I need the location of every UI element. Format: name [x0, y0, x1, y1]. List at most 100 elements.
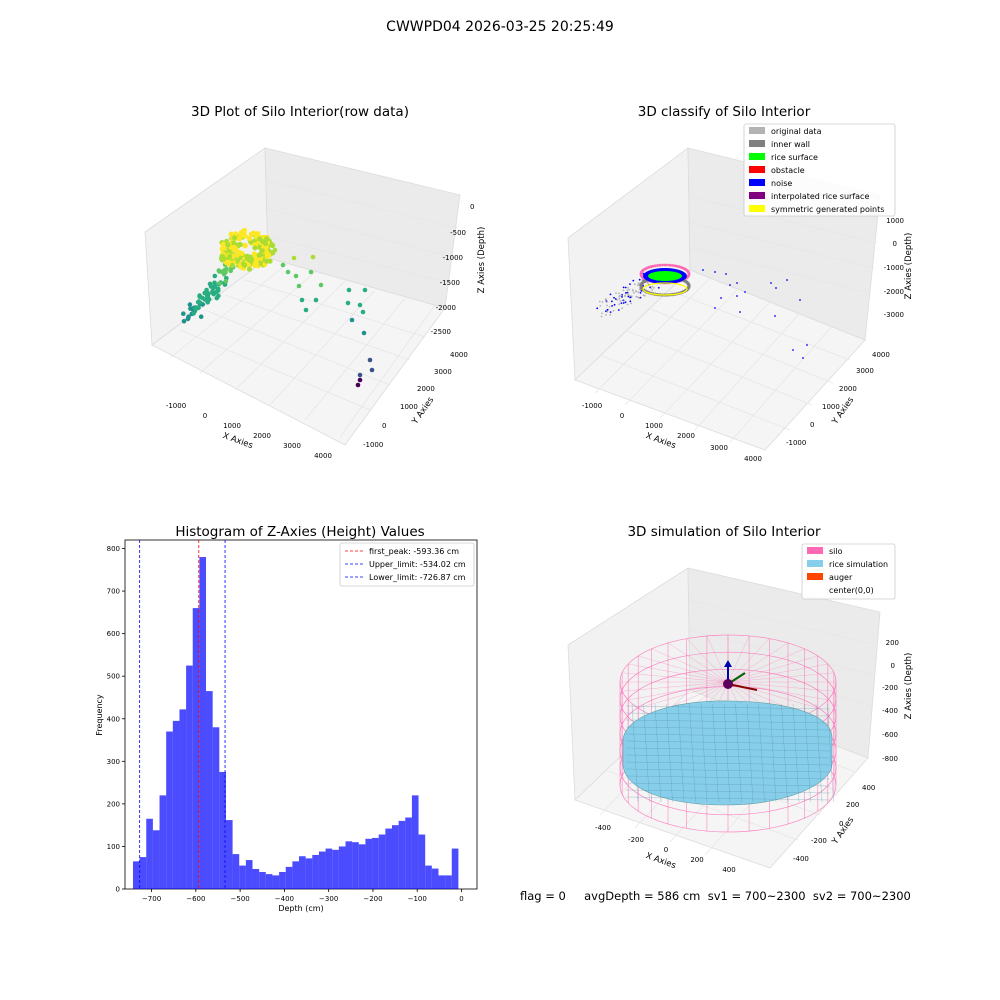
histogram-bar [132, 861, 140, 889]
panel1-point [272, 247, 278, 253]
histogram-bar [372, 837, 379, 889]
panel2-rice-surface [648, 271, 682, 281]
panel1-point [227, 253, 233, 259]
panel2-point [621, 307, 624, 309]
rice-mesh-line [677, 703, 685, 803]
panel2-point [613, 303, 616, 306]
panel1-point [205, 293, 211, 299]
panel1-point [250, 230, 257, 236]
panel4-xtick: 0 [664, 846, 668, 854]
panel2-ytick: 0 [810, 421, 814, 429]
panel1-point [357, 377, 363, 383]
panel1-ytick: 1000 [400, 403, 418, 411]
panel4-ytick: 200 [846, 801, 859, 809]
rice-surface [622, 700, 834, 806]
panel1-ztick: -2000 [436, 304, 456, 312]
histogram-bar [318, 851, 326, 889]
panel2-ytick: 2000 [839, 385, 857, 393]
histogram-bar [265, 874, 273, 889]
panel2-point [599, 304, 602, 307]
legend-label: noise [771, 179, 792, 188]
panel2-point [632, 289, 634, 292]
panel2-point [635, 290, 638, 293]
rice-mesh-line [666, 703, 673, 803]
panel1-point [257, 236, 263, 242]
panel1-scatter-points [181, 227, 375, 388]
rice-mesh-line [625, 719, 831, 724]
histogram-bar [358, 844, 366, 889]
panel1-point [207, 281, 213, 287]
panel4-ytick: -400 [793, 855, 809, 863]
panel2-point [605, 298, 607, 300]
panel1-point [299, 297, 305, 303]
panel2-point [736, 282, 738, 284]
panel1-point [198, 314, 204, 320]
panel1-ytick: -1000 [363, 441, 383, 449]
histogram-bar [212, 727, 220, 889]
histogram-bar [232, 854, 240, 889]
panel2-point [702, 269, 704, 271]
panel2-point [633, 291, 635, 294]
panel1-point [205, 297, 210, 303]
panel2-point [646, 281, 649, 284]
panel2-point [725, 273, 727, 275]
panel1-point [349, 317, 355, 323]
legend-label: rice simulation [829, 560, 888, 569]
panel2-point [656, 264, 659, 267]
panel2-point [632, 279, 635, 282]
panel2-ztick: -2000 [884, 288, 904, 296]
panel2-point [628, 288, 631, 291]
panel4-xtick: 400 [722, 866, 735, 874]
rice-mesh-line [746, 703, 754, 803]
panel2-point [774, 315, 776, 317]
histogram-bar [239, 865, 246, 889]
panel1-point [293, 273, 299, 279]
ytick-label: 600 [107, 630, 120, 638]
panel1-point [264, 258, 270, 264]
legend-swatch [749, 166, 765, 173]
silo-spoke [727, 655, 818, 683]
rice-mesh-line [625, 726, 831, 731]
ytick-label: 700 [107, 588, 120, 596]
panel2-point [627, 295, 630, 298]
panel2-point [598, 300, 601, 303]
panel2-point [786, 279, 788, 281]
panel2-point [729, 284, 731, 286]
histogram-bar [219, 771, 226, 889]
panel2-xtick: 0 [620, 412, 624, 420]
panel1-point [212, 280, 217, 286]
panel2-point [649, 265, 653, 269]
histogram-bar [152, 830, 160, 889]
panel2-point [635, 295, 638, 298]
panel2-xtick: 3000 [710, 444, 728, 452]
panel2-point [609, 293, 612, 296]
panel1-point [245, 262, 251, 268]
panel1-point [270, 242, 276, 249]
panel2-point [637, 291, 640, 294]
panel1-point [256, 244, 262, 250]
panel1-ztick: -2500 [431, 328, 451, 336]
ytick-label: 300 [107, 758, 120, 766]
ytick-label: 400 [107, 715, 120, 723]
panel4-ytick: 400 [862, 784, 875, 792]
panel2-point [653, 264, 657, 268]
panel1-point [187, 302, 193, 307]
panel2-point [642, 284, 645, 287]
legend-swatch [749, 140, 765, 147]
panel1-point [233, 246, 239, 253]
panel2-ytick: 4000 [872, 351, 890, 359]
histogram-bar [272, 875, 280, 889]
legend-label: obstacle [771, 166, 805, 175]
panel2-point [622, 289, 625, 292]
panel2-point [606, 308, 609, 311]
panel2-point [609, 313, 612, 316]
panel2-point [630, 302, 633, 305]
panel2-point [618, 303, 621, 306]
panel2-point [658, 263, 662, 267]
histogram-bar [285, 866, 293, 889]
panel1-box [144, 147, 461, 446]
histogram-bar [146, 818, 153, 889]
panel2-xticks: -1000 0 1000 2000 3000 4000 [582, 402, 762, 463]
panel1-ztick: -500 [450, 229, 466, 237]
